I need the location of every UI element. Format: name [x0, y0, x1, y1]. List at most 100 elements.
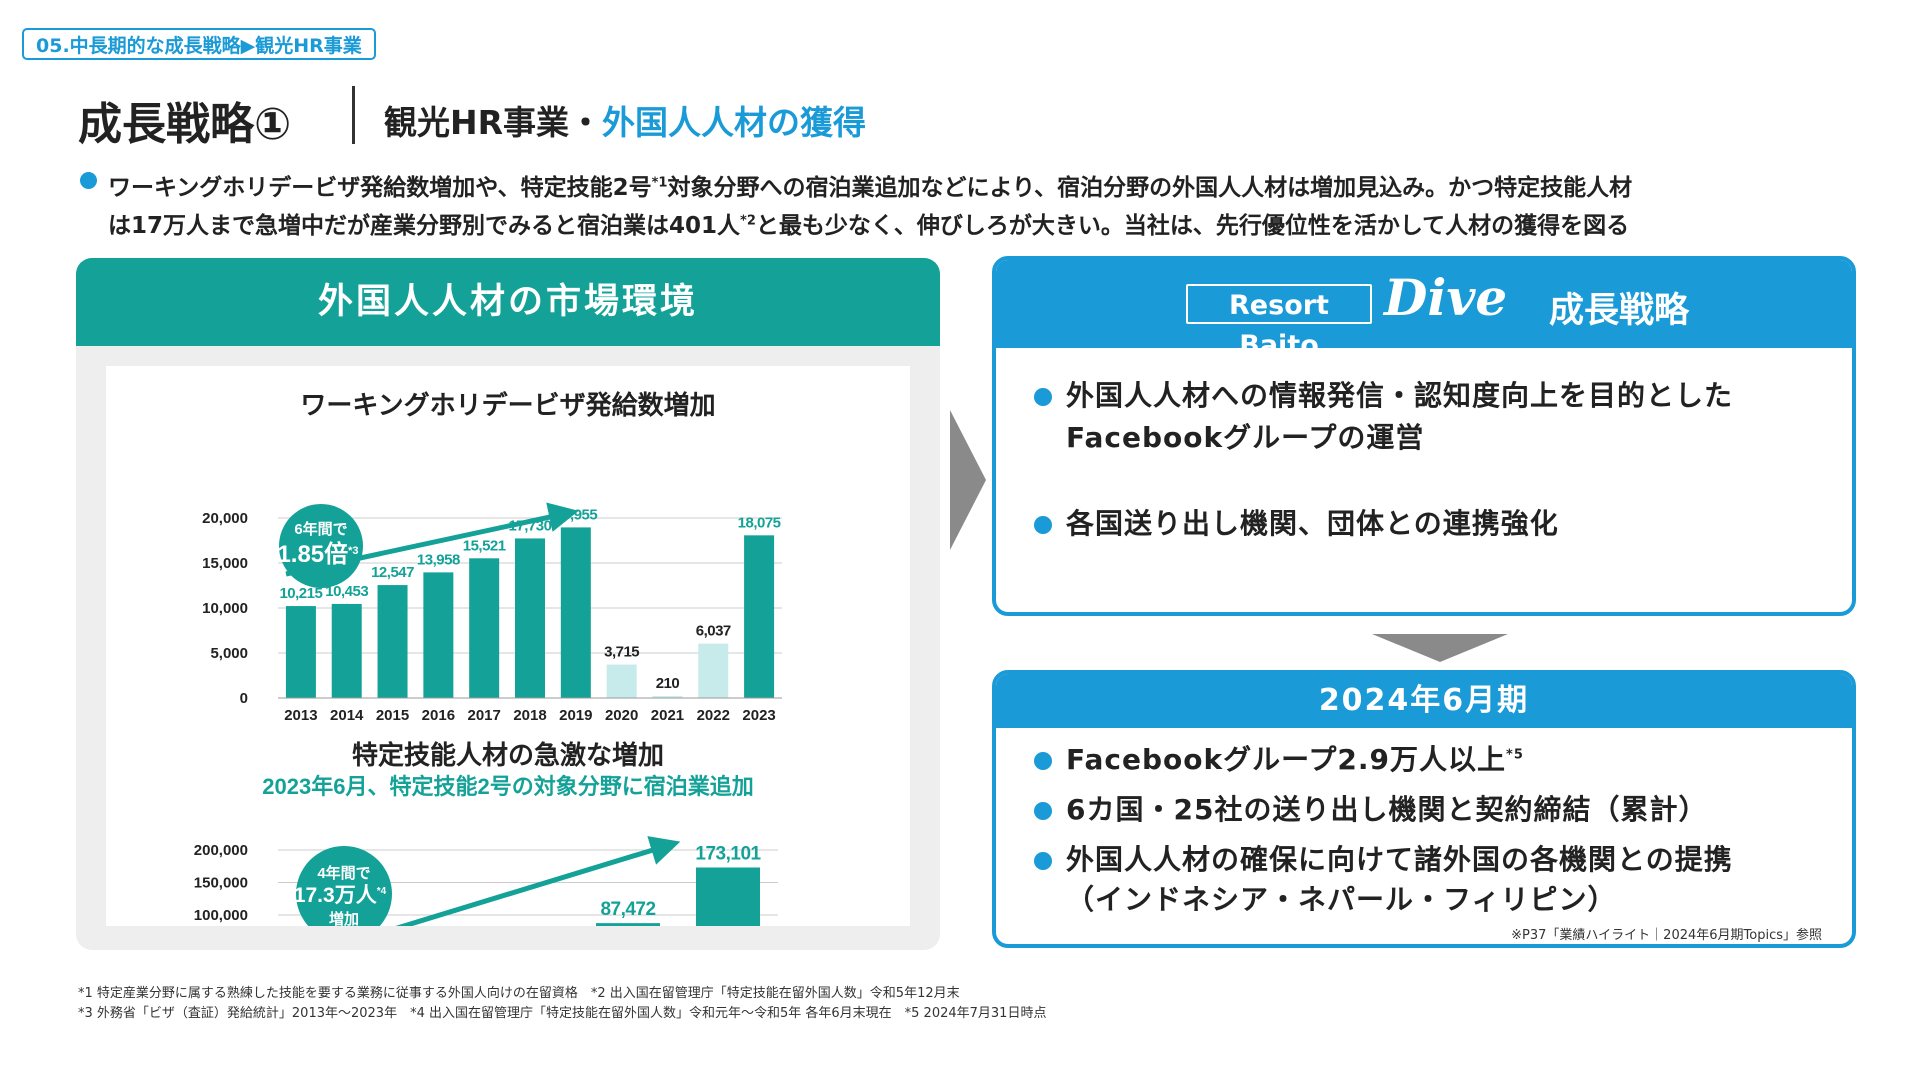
lead-text: は17万人まで急増中だが産業分野別でみると宿泊業は401人: [108, 213, 741, 239]
strategy-item-1-line2: Facebookグループの運営: [1066, 421, 1425, 454]
footnote-ref: *1: [651, 175, 668, 191]
callout-circle: [279, 504, 363, 588]
footnote-ref: *5: [1506, 747, 1524, 763]
results-header: 2024年6月期: [996, 674, 1852, 728]
callout-text: 17.3万人*4: [294, 884, 387, 907]
lead-line-2: は17万人まで急増中だが産業分野別でみると宿泊業は401人*2と最も少なく、伸び…: [108, 206, 1629, 240]
chart-subtitle: 2023年6月、特定技能2号の対象分野に宿泊業追加: [262, 774, 753, 799]
value-label: 13,958: [417, 551, 460, 568]
chart-title: ワーキングホリデービザ発給数増加: [300, 390, 715, 420]
bullet-dot-icon: [1034, 388, 1052, 406]
callout-text: 4年間で: [317, 864, 370, 882]
footnote-ref: *2: [740, 213, 756, 229]
bullet-dot-icon: [1034, 852, 1052, 870]
callout-footnote-ref: *3: [348, 545, 358, 557]
market-environment-panel: 外国人人材の市場環境 ワーキングホリデービザ発給数増加 0 5,000 10,000 1…: [76, 258, 940, 950]
down-arrow-icon: [1372, 634, 1508, 662]
bullet-dot-icon: [1034, 516, 1052, 534]
bar: [696, 867, 760, 950]
y-tick-label: 5,000: [210, 645, 248, 662]
subtitle-accent: 外国人人材の獲得: [602, 103, 867, 142]
bullet-dot-icon: [80, 172, 97, 189]
callout-text: 増加: [329, 910, 359, 926]
value-label: 173,101: [695, 843, 761, 864]
result-text: Facebookグループ2.9万人以上: [1066, 743, 1507, 776]
y-tick-label: 150,000: [194, 875, 248, 892]
callout-circle: [296, 846, 392, 942]
result-item-3-line2: （インドネシア・ネパール・フィリピン）: [1066, 883, 1617, 916]
value-label: 87,472: [600, 899, 655, 920]
x-tick-label: 2020: [605, 707, 638, 724]
bar: [515, 538, 545, 698]
y-tick-label: 20,000: [202, 510, 248, 527]
strategy-item-2: 各国送り出し機関、団体との連携強化: [1066, 507, 1559, 540]
right-arrow-icon: [950, 410, 986, 550]
value-label: 15,521: [463, 537, 506, 554]
value-label: 6,037: [696, 623, 731, 640]
bullet-dot-icon: [1034, 802, 1052, 820]
x-tick-label: 2018: [513, 707, 546, 724]
strategy-header: Resort Baito Dive 成長戦略: [996, 260, 1852, 361]
breadcrumb: 05.中長期的な成長戦略▶観光HR事業: [22, 28, 376, 60]
value-label: 210: [656, 675, 680, 692]
subtitle-plain: 観光HR事業・: [384, 103, 603, 142]
lead-text: ワーキングホリデービザ発給数増加や、特定技能2号: [108, 175, 652, 201]
x-tick-label: 2016: [422, 707, 455, 724]
strategy-item-1-line1: 外国人人材への情報発信・認知度向上を目的とした: [1066, 379, 1734, 412]
x-tick-label: 2019: [559, 707, 592, 724]
y-tick-label: 0: [240, 690, 248, 707]
bar: [698, 643, 729, 698]
y-tick-label: 100,000: [194, 907, 248, 924]
x-tick-label: 2015: [376, 707, 409, 724]
footnote-line-2: *3 外務省「ビザ（査証）発給統計」2013年～2023年 *4 出入国在留管理…: [78, 1006, 1047, 1021]
bar: [652, 696, 683, 698]
y-tick-label: 10,000: [202, 600, 248, 617]
charts-svg: ワーキングホリデービザ発給数増加 0 5,000 10,000 15,000 20,000…: [194, 390, 782, 950]
chart-title: 特定技能人材の急激な増加: [352, 740, 664, 770]
page-title: 成長戦略①: [78, 99, 292, 150]
x-tick-label: 2014: [330, 707, 364, 724]
dive-logo: Dive: [1384, 268, 1508, 327]
bar: [331, 603, 362, 698]
y-tick-label: 15,000: [202, 555, 248, 572]
callout-value: 17.3万人: [294, 884, 377, 907]
bar: [744, 535, 775, 698]
x-tick-label: 2023: [742, 707, 775, 724]
value-label: 3,715: [604, 644, 639, 661]
value-label: 10,453: [325, 583, 368, 600]
value-label: 12,547: [371, 564, 414, 581]
reference-note: ※P37「業績ハイライト｜2024年6月期Topics」参照: [1511, 928, 1822, 943]
callout-footnote-ref: *4: [377, 886, 387, 897]
result-item-3: 外国人人材の確保に向けて諸外国の各機関との提携: [1066, 843, 1733, 876]
charts-container: ワーキングホリデービザ発給数増加 0 5,000 10,000 15,000 20,000…: [106, 366, 910, 950]
growth-strategy-panel: Resort Baito Dive 成長戦略 外国人人材への情報発信・認知度向上…: [992, 256, 1856, 616]
value-label: 10,215: [279, 585, 322, 602]
bar: [285, 606, 316, 698]
results-panel: 2024年6月期 Facebookグループ2.9万人以上*5 6カ国・25社の送…: [992, 670, 1856, 948]
callout-text: 1.85倍*3: [277, 540, 358, 568]
footnote-line-1: *1 特定産業分野に属する熟練した技能を要する業務に従事する外国人向けの在留資格…: [78, 986, 960, 1001]
result-item-2: 6カ国・25社の送り出し機関と契約締結（累計）: [1066, 793, 1708, 826]
bullet-dot-icon: [1034, 752, 1052, 770]
strategy-title: 成長戦略: [1549, 291, 1690, 331]
bar: [606, 664, 637, 698]
page-subtitle: 観光HR事業・外国人人材の獲得: [384, 96, 866, 144]
x-tick-label: 2017: [467, 707, 500, 724]
x-tick-label: 2022: [697, 707, 730, 724]
result-item-1: Facebookグループ2.9万人以上*5: [1066, 738, 1524, 778]
lead-line-1: ワーキングホリデービザ発給数増加や、特定技能2号*1対象分野への宿泊業追加などに…: [108, 168, 1632, 202]
value-label: 18,075: [738, 514, 781, 531]
callout-text: 6年間で: [294, 520, 347, 538]
lead-text: と最も少なく、伸びしろが大きい。当社は、先行優位性を活かして人材の獲得を図る: [755, 213, 1630, 239]
y-tick-label: 200,000: [194, 842, 248, 859]
callout-value: 1.85倍: [277, 540, 348, 568]
market-panel-header: 外国人人材の市場環境: [76, 258, 940, 346]
resort-baito-logo: Resort Baito: [1186, 284, 1372, 361]
bar: [377, 585, 408, 698]
x-tick-label: 2013: [284, 707, 317, 724]
bar: [423, 572, 454, 698]
bar: [560, 527, 591, 698]
title-divider: [352, 86, 355, 144]
x-tick-label: 2021: [651, 707, 684, 724]
bar: [596, 923, 660, 950]
